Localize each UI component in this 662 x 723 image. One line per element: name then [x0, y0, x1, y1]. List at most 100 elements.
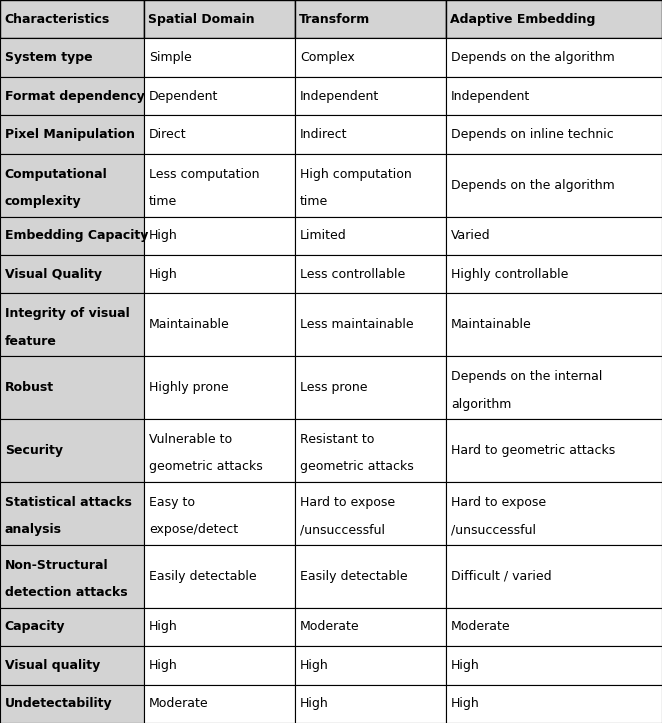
- Bar: [0, 685, 144, 723]
- Text: expose/detect: expose/detect: [149, 523, 238, 536]
- Bar: [144, 545, 295, 607]
- Bar: [0, 255, 144, 294]
- Bar: [144, 77, 295, 116]
- Bar: [446, 0, 662, 38]
- Text: Limited: Limited: [300, 229, 347, 242]
- Text: analysis: analysis: [5, 523, 62, 536]
- Bar: [446, 116, 662, 154]
- Text: High: High: [149, 229, 177, 242]
- Text: Moderate: Moderate: [149, 697, 209, 710]
- Bar: [446, 255, 662, 294]
- Text: Simple: Simple: [149, 51, 192, 64]
- Text: Hard to expose: Hard to expose: [451, 496, 546, 509]
- Text: Indirect: Indirect: [300, 128, 348, 141]
- Bar: [0, 482, 144, 545]
- Text: Depends on the algorithm: Depends on the algorithm: [451, 51, 614, 64]
- Text: Less maintainable: Less maintainable: [300, 318, 414, 331]
- Text: Transform: Transform: [299, 13, 371, 26]
- Text: High: High: [149, 659, 177, 672]
- Bar: [295, 77, 446, 116]
- Bar: [295, 685, 446, 723]
- Bar: [0, 217, 144, 255]
- Bar: [295, 419, 446, 482]
- Text: Moderate: Moderate: [451, 620, 510, 633]
- Text: /unsuccessful: /unsuccessful: [300, 523, 385, 536]
- Text: Independent: Independent: [451, 90, 530, 103]
- Text: Adaptive Embedding: Adaptive Embedding: [450, 13, 596, 26]
- Bar: [144, 154, 295, 217]
- Bar: [0, 77, 144, 116]
- Bar: [144, 482, 295, 545]
- Text: Direct: Direct: [149, 128, 187, 141]
- Bar: [446, 419, 662, 482]
- Text: algorithm: algorithm: [451, 398, 511, 411]
- Text: /unsuccessful: /unsuccessful: [451, 523, 536, 536]
- Text: Computational: Computational: [5, 168, 107, 181]
- Bar: [446, 607, 662, 646]
- Bar: [144, 217, 295, 255]
- Text: High: High: [149, 620, 177, 633]
- Text: geometric attacks: geometric attacks: [149, 461, 263, 474]
- Text: Easily detectable: Easily detectable: [149, 570, 257, 583]
- Bar: [446, 217, 662, 255]
- Text: Maintainable: Maintainable: [451, 318, 532, 331]
- Text: High: High: [300, 659, 328, 672]
- Text: Statistical attacks: Statistical attacks: [5, 496, 132, 509]
- Text: detection attacks: detection attacks: [5, 586, 127, 599]
- Bar: [0, 0, 144, 38]
- Text: Visual quality: Visual quality: [5, 659, 100, 672]
- Text: Easy to: Easy to: [149, 496, 195, 509]
- Text: complexity: complexity: [5, 195, 81, 208]
- Bar: [295, 38, 446, 77]
- Text: Maintainable: Maintainable: [149, 318, 230, 331]
- Text: Varied: Varied: [451, 229, 491, 242]
- Bar: [0, 646, 144, 685]
- Bar: [144, 0, 295, 38]
- Text: geometric attacks: geometric attacks: [300, 461, 414, 474]
- Text: Less computation: Less computation: [149, 168, 260, 181]
- Bar: [295, 255, 446, 294]
- Bar: [144, 607, 295, 646]
- Bar: [446, 482, 662, 545]
- Text: Non-Structural: Non-Structural: [5, 559, 109, 572]
- Text: Hard to geometric attacks: Hard to geometric attacks: [451, 444, 615, 457]
- Text: Complex: Complex: [300, 51, 355, 64]
- Text: Independent: Independent: [300, 90, 379, 103]
- Text: Characteristics: Characteristics: [4, 13, 109, 26]
- Bar: [0, 356, 144, 419]
- Bar: [295, 356, 446, 419]
- Bar: [144, 294, 295, 356]
- Bar: [295, 0, 446, 38]
- Bar: [295, 646, 446, 685]
- Bar: [144, 38, 295, 77]
- Text: Highly controllable: Highly controllable: [451, 268, 568, 281]
- Bar: [446, 38, 662, 77]
- Text: High: High: [451, 659, 479, 672]
- Text: High computation: High computation: [300, 168, 412, 181]
- Bar: [446, 154, 662, 217]
- Bar: [446, 356, 662, 419]
- Bar: [144, 685, 295, 723]
- Text: time: time: [300, 195, 328, 208]
- Bar: [0, 154, 144, 217]
- Bar: [295, 545, 446, 607]
- Text: Hard to expose: Hard to expose: [300, 496, 395, 509]
- Bar: [144, 356, 295, 419]
- Text: Less controllable: Less controllable: [300, 268, 405, 281]
- Bar: [295, 294, 446, 356]
- Bar: [446, 77, 662, 116]
- Text: Moderate: Moderate: [300, 620, 359, 633]
- Text: Pixel Manipulation: Pixel Manipulation: [5, 128, 134, 141]
- Text: Depends on inline technic: Depends on inline technic: [451, 128, 614, 141]
- Bar: [295, 607, 446, 646]
- Bar: [0, 545, 144, 607]
- Bar: [144, 255, 295, 294]
- Bar: [446, 646, 662, 685]
- Text: Depends on the algorithm: Depends on the algorithm: [451, 179, 614, 192]
- Bar: [0, 116, 144, 154]
- Bar: [446, 294, 662, 356]
- Text: Capacity: Capacity: [5, 620, 65, 633]
- Bar: [295, 482, 446, 545]
- Text: Less prone: Less prone: [300, 381, 367, 394]
- Bar: [144, 419, 295, 482]
